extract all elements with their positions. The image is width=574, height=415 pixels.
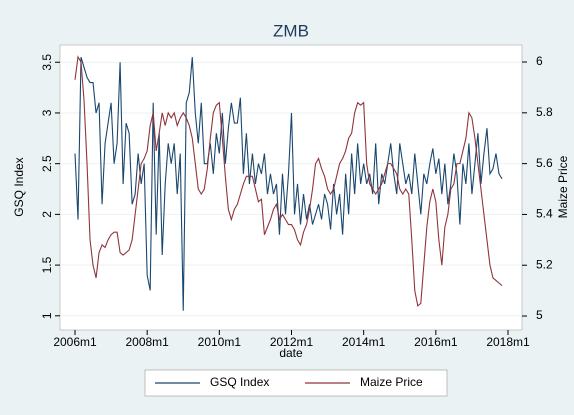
plot-area — [59, 44, 523, 331]
x-tick-label: 2014m1 — [342, 335, 386, 349]
y2-tick-label: 5.2 — [536, 257, 553, 271]
y-tick-label: 2 — [40, 211, 54, 218]
y2-tick-label: 5.6 — [536, 156, 553, 170]
y2-axis-label: Maize Price — [556, 155, 570, 218]
x-tick-label: 2010m1 — [198, 335, 242, 349]
x-axis-label: date — [279, 346, 303, 360]
x-tick-label: 2008m1 — [125, 335, 169, 349]
y2-tick-label: 5.4 — [536, 207, 553, 221]
y-tick-label: 1.5 — [40, 256, 54, 273]
legend-label: GSQ Index — [210, 375, 269, 389]
y-tick-label: 3 — [40, 109, 54, 116]
x-tick-label: 2016m1 — [414, 335, 458, 349]
y-tick-label: 3.5 — [40, 54, 54, 71]
x-tick-label: 2018m1 — [486, 335, 530, 349]
x-tick-label: 2012m1 — [270, 335, 314, 349]
y-tick-label: 1 — [40, 312, 54, 319]
legend-label: Maize Price — [360, 375, 423, 389]
x-tick-label: 2006m1 — [53, 335, 97, 349]
y-axis-label: GSQ Index — [12, 157, 26, 216]
series-line — [74, 55, 503, 307]
y-tick-label: 2.5 — [40, 155, 54, 172]
y2-tick-label: 5 — [536, 308, 543, 322]
y2-tick-label: 5.8 — [536, 105, 553, 119]
y2-tick-label: 6 — [536, 54, 543, 68]
chart-title: ZMB — [273, 21, 309, 40]
series-line — [74, 57, 503, 311]
